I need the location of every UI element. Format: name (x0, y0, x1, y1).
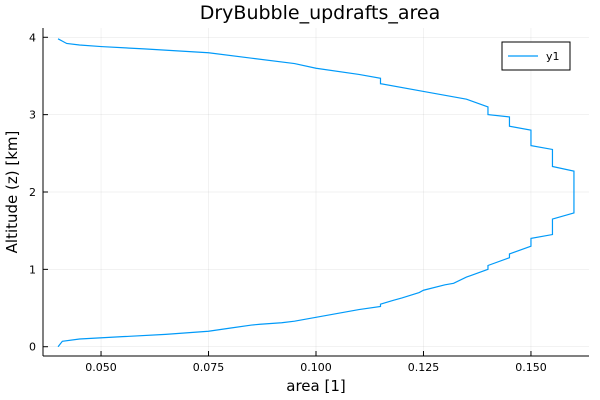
x-axis-label: area [1] (286, 377, 345, 395)
series-line-y1 (57, 38, 575, 348)
legend-label-y1: y1 (546, 50, 560, 63)
x-tick-label: 0.150 (515, 361, 547, 374)
y-tick-label: 2 (29, 186, 36, 199)
x-tick-label: 0.075 (193, 361, 225, 374)
x-ticks: 0.050 0.075 0.100 0.125 0.150 (85, 351, 547, 374)
x-tick-label: 0.125 (408, 361, 440, 374)
grid (43, 28, 589, 356)
chart-title: DryBubble_updrafts_area (200, 2, 441, 24)
y-axis-label: Altitude (z) [km] (3, 131, 21, 254)
y-tick-label: 1 (29, 263, 36, 276)
y-tick-label: 4 (29, 31, 36, 44)
x-tick-label: 0.100 (300, 361, 332, 374)
legend: y1 (501, 41, 571, 71)
x-tick-label: 0.050 (85, 361, 117, 374)
y-tick-label: 3 (29, 109, 36, 122)
y-ticks: 0 1 2 3 4 (29, 31, 48, 354)
y-tick-label: 0 (29, 341, 36, 354)
